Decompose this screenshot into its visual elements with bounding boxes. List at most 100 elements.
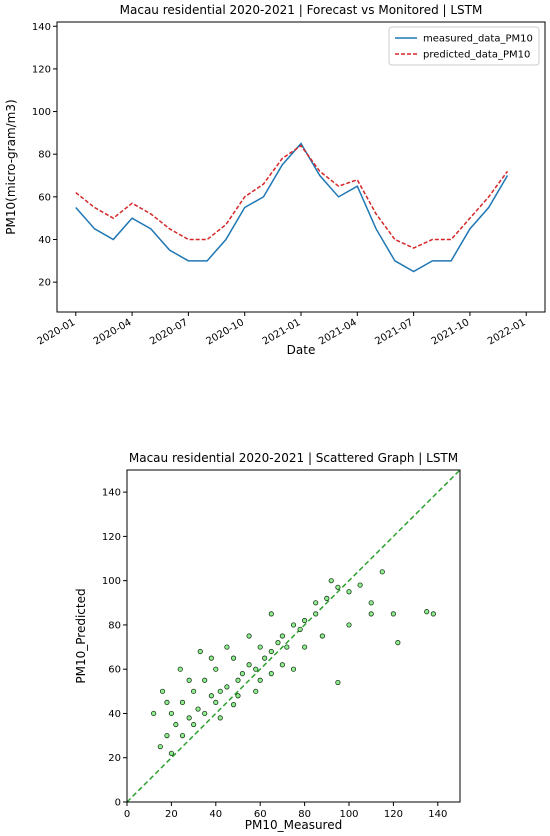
y-tick-label: 60: [38, 192, 51, 203]
x-axis-label: Date: [287, 343, 316, 357]
y-tick-label: 100: [102, 576, 121, 587]
scatter-point: [430, 611, 436, 617]
y-tick-label: 20: [38, 278, 51, 289]
x-tick-label: 60: [254, 809, 267, 820]
chart-title: Macau residential 2020-2021 | Scattered …: [129, 451, 458, 465]
scatter-point: [217, 688, 223, 694]
x-axis-label: PM10_Measured: [245, 818, 342, 832]
scatter-point: [279, 633, 285, 639]
scatter-point: [224, 684, 230, 690]
x-tick-label: 2021-04: [317, 317, 359, 347]
y-tick-label: 60: [108, 665, 121, 676]
scatter-point: [239, 671, 246, 677]
x-tick-label: 2020-10: [204, 317, 246, 347]
scatter-point: [335, 584, 341, 590]
scatter-point: [173, 721, 179, 728]
scatter-point: [257, 644, 263, 650]
scatter-point: [390, 611, 396, 617]
scatter-point: [324, 595, 330, 601]
scatter-point: [202, 710, 208, 717]
scatter-point: [208, 693, 214, 699]
scatter-point: [368, 600, 374, 606]
scatter-point: [164, 732, 170, 739]
x-tick-label: 2021-10: [430, 317, 472, 347]
scatter-point: [313, 600, 319, 606]
scatter-point: [159, 688, 166, 694]
x-tick-label: 40: [209, 809, 222, 820]
y-tick-label: 80: [108, 620, 121, 631]
series-line: [75, 144, 509, 249]
scatter-point: [235, 677, 241, 683]
x-tick-label: 80: [298, 809, 311, 820]
scatter-point: [279, 662, 285, 668]
x-tick-label: 2022-01: [486, 317, 528, 347]
y-tick-label: 140: [102, 488, 121, 499]
scatter-point: [246, 662, 252, 668]
y-tick-label: 80: [38, 150, 51, 161]
legend-box: [388, 26, 540, 66]
scatter-point: [290, 622, 297, 628]
scatter-point: [168, 710, 174, 717]
scatter-point: [301, 644, 308, 650]
scatter-point: [262, 655, 268, 661]
scatter-point: [424, 609, 430, 615]
y-tick-label: 40: [38, 235, 51, 246]
chart-title: Macau residential 2020-2021 | Forecast v…: [120, 3, 483, 17]
scatter-point: [151, 710, 157, 717]
scatter-point: [268, 671, 274, 677]
scatter-point: [268, 648, 274, 655]
scatter-point: [168, 750, 174, 756]
y-tick-label: 0: [115, 798, 121, 809]
x-tick-label: 20: [165, 809, 178, 820]
legend-label: predicted_data_PM10: [423, 50, 530, 61]
scatter-point: [195, 706, 201, 712]
reference-line: [126, 469, 461, 803]
scatter-point: [213, 699, 219, 706]
scatter-point: [284, 644, 290, 650]
scatter-point: [179, 699, 186, 706]
scatter-point: [395, 640, 401, 646]
x-tick-label: 140: [428, 809, 447, 820]
y-tick-label: 120: [102, 532, 121, 543]
scatter-point: [257, 677, 263, 683]
scatter-point: [275, 640, 281, 646]
scatter-point: [186, 677, 192, 683]
scatter-point: [368, 611, 374, 617]
scatter-point: [328, 578, 334, 584]
scatter-point: [290, 666, 297, 672]
plot-frame: [126, 469, 461, 803]
scatter-point: [197, 648, 203, 655]
y-tick-label: 120: [32, 64, 51, 75]
x-tick-label: 2020-01: [36, 317, 78, 347]
x-tick-label: 100: [339, 809, 358, 820]
scatter-point: [301, 617, 308, 624]
x-tick-label: 120: [384, 809, 403, 820]
scatter-point: [268, 611, 274, 617]
scatter-point: [164, 699, 170, 706]
scatter-point: [191, 721, 197, 728]
scatter-point: [202, 677, 208, 683]
scatter-point: [230, 655, 237, 661]
scatter-point: [157, 744, 163, 750]
scatter-point: [179, 732, 186, 739]
legend-label: measured_data_PM10: [423, 34, 533, 45]
scatter-point: [253, 666, 259, 672]
scatter-point: [224, 644, 230, 650]
scatter-point: [186, 715, 192, 721]
y-axis-label: PM10_Predicted: [74, 588, 88, 683]
scatter-point: [313, 611, 319, 617]
scatter-point: [346, 589, 352, 595]
series-line: [75, 142, 509, 273]
scatter-point: [217, 715, 223, 721]
scatter-point: [208, 655, 214, 661]
scatter-point: [379, 569, 385, 575]
scatter-point: [246, 633, 252, 639]
x-tick-label: 2020-07: [148, 317, 190, 347]
x-tick-label: 2021-07: [373, 317, 415, 347]
scatter-point: [335, 679, 341, 686]
scatter-point: [191, 688, 197, 694]
scatter-point: [346, 622, 352, 628]
x-tick-label: 0: [124, 809, 130, 820]
y-tick-label: 140: [32, 22, 51, 33]
